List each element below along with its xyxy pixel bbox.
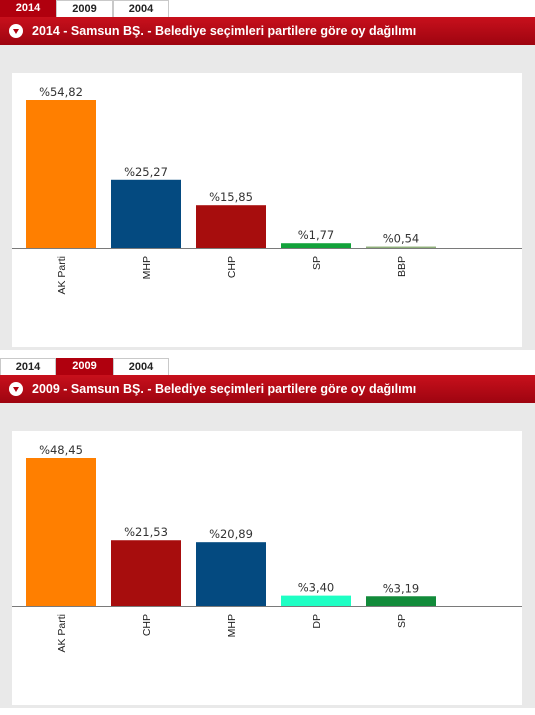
year-tabs: 2014 2009 2004 [0, 0, 535, 17]
chart-area: %54,82 AK Parti %25,27 MHP %15,85 CHP %1,77 SP%… [0, 45, 535, 350]
bar-chart-2014: %54,82 AK Parti %25,27 MHP %15,85 CHP %1,77 SP%… [12, 85, 522, 295]
tab-2014[interactable]: 2014 [0, 0, 56, 17]
category-label-chp: CHP [226, 256, 238, 278]
chart-title: 2009 - Samsun BŞ. - Belediye seçimleri p… [32, 382, 417, 396]
bar-mhp[interactable] [111, 179, 181, 248]
category-label-ak-parti: AK Parti [56, 614, 68, 653]
bar-sp[interactable] [366, 596, 436, 606]
category-label-mhp: MHP [226, 614, 238, 637]
chart-title-bar: 2009 - Samsun BŞ. - Belediye seçimleri p… [0, 375, 535, 403]
data-label-sp: %3,19 [383, 581, 420, 595]
bar-chart-2009: %48,45 AK Parti %21,53 CHP %20,89 MHP %3,40 DP%… [12, 443, 522, 653]
data-label-mhp: %25,27 [124, 165, 168, 179]
tab-2014[interactable]: 2014 [0, 358, 56, 375]
down-arrow-circle-icon[interactable] [9, 24, 23, 38]
chart-area: %48,45 AK Parti %21,53 CHP %20,89 MHP %3,40 DP%… [0, 403, 535, 708]
tab-2009[interactable]: 2009 [56, 358, 113, 375]
down-arrow-circle-icon[interactable] [9, 382, 23, 396]
chart-panel-2014: 2014 2009 2004 2014 - Samsun BŞ. - Beled… [0, 0, 535, 350]
category-label-sp: SP [311, 256, 323, 270]
category-label-ak-parti: AK Parti [56, 256, 68, 295]
plot-area: %48,45 AK Parti %21,53 CHP %20,89 MHP %3,40 DP%… [12, 431, 522, 705]
category-label-dp: DP [311, 614, 323, 629]
tab-2009[interactable]: 2009 [56, 0, 113, 17]
bar-ak-parti[interactable] [26, 458, 96, 606]
category-label-sp: SP [396, 614, 408, 628]
chart-title-bar: 2014 - Samsun BŞ. - Belediye seçimleri p… [0, 17, 535, 45]
data-label-ak-parti: %54,82 [39, 85, 83, 99]
bar-dp[interactable] [281, 595, 351, 606]
data-label-ak-parti: %48,45 [39, 443, 83, 457]
year-tabs: 2014 2009 2004 [0, 358, 535, 375]
bar-bbp[interactable] [366, 246, 436, 248]
category-label-bbp: BBP [396, 256, 408, 277]
tab-2004[interactable]: 2004 [113, 358, 169, 375]
plot-area: %54,82 AK Parti %25,27 MHP %15,85 CHP %1,77 SP%… [12, 73, 522, 347]
data-label-chp: %21,53 [124, 525, 168, 539]
bar-chp[interactable] [196, 205, 266, 248]
bar-sp[interactable] [281, 243, 351, 248]
chart-title: 2014 - Samsun BŞ. - Belediye seçimleri p… [32, 24, 417, 38]
chart-panel-2009: 2014 2009 2004 2009 - Samsun BŞ. - Beled… [0, 358, 535, 708]
data-label-chp: %15,85 [209, 190, 253, 204]
category-label-mhp: MHP [141, 256, 153, 279]
bar-ak-parti[interactable] [26, 100, 96, 248]
data-label-dp: %3,40 [298, 581, 335, 595]
data-label-sp: %1,77 [298, 228, 335, 242]
data-label-mhp: %20,89 [209, 527, 253, 541]
bar-mhp[interactable] [196, 542, 266, 606]
category-label-chp: CHP [141, 614, 153, 636]
tab-2004[interactable]: 2004 [113, 0, 169, 17]
bar-chp[interactable] [111, 540, 181, 606]
data-label-bbp: %0,54 [383, 232, 420, 246]
